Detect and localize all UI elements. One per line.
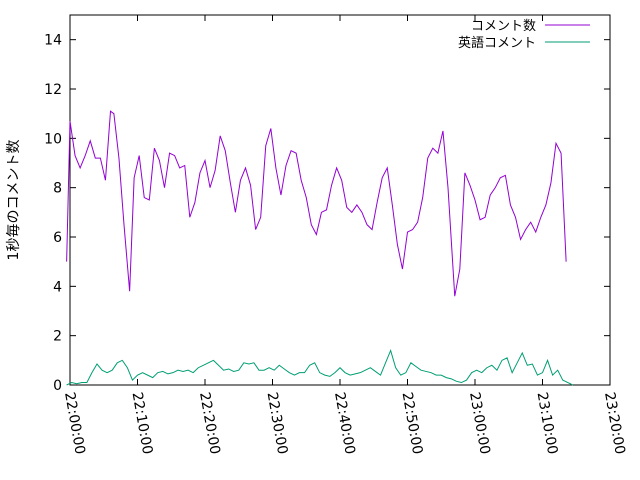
y-tick-label: 2: [53, 329, 62, 345]
x-tick-label: 22:40:00: [331, 391, 358, 456]
y-axis: 0 2 4 6 8 10 12 14: [44, 33, 610, 394]
y-tick-label: 0: [53, 378, 62, 394]
x-axis: 22:00:00 22:10:00 22:20:00 22:30:00 22:40:00…: [61, 15, 628, 456]
series-line-english-comments: [66, 348, 574, 386]
y-tick-label: 6: [53, 230, 62, 246]
y-tick-label: 8: [53, 181, 62, 197]
y-tick-label: 14: [44, 33, 62, 49]
x-tick-label: 22:50:00: [399, 391, 426, 456]
y-axis-label: 1秒毎のコメント数: [6, 140, 22, 261]
x-tick-label: 23:10:00: [534, 391, 561, 456]
legend-label-english-comments: 英語コメント: [458, 35, 536, 51]
x-tick-label: 22:00:00: [61, 391, 88, 456]
series-lines: [66, 110, 574, 386]
legend-label-comments: コメント数: [471, 19, 536, 34]
x-tick-label: 22:20:00: [196, 391, 223, 456]
x-tick-label: 23:20:00: [601, 391, 628, 456]
y-tick-label: 4: [53, 279, 62, 295]
series-line-comments: [66, 110, 567, 297]
x-tick-label: 23:00:00: [466, 391, 493, 456]
plot-border: [69, 14, 611, 386]
x-tick-label: 22:30:00: [264, 391, 291, 456]
y-tick-label: 10: [44, 131, 62, 147]
x-tick-label: 22:10:00: [129, 391, 156, 456]
plot-frame: [69, 14, 611, 386]
y-tick-label: 12: [44, 82, 62, 98]
